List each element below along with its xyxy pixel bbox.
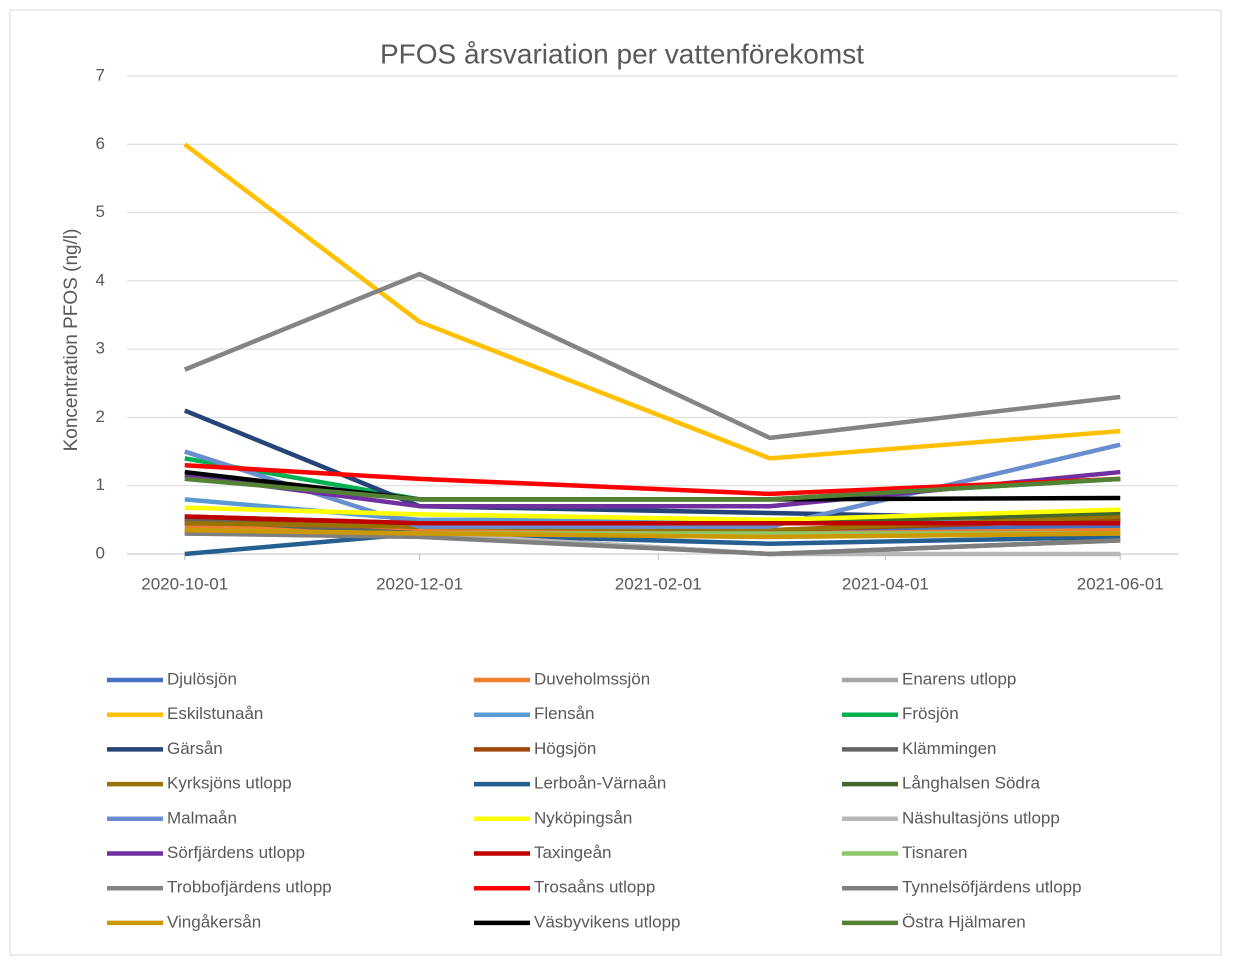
legend-label: Gärsån — [167, 739, 223, 758]
series-line — [184, 527, 1121, 540]
y-tick-label: 2 — [96, 407, 105, 426]
x-tick-label: 2020-12-01 — [376, 574, 463, 593]
legend-label: Östra Hjälmaren — [902, 912, 1026, 931]
series-line — [184, 514, 1121, 526]
legend-label: Tisnaren — [902, 843, 968, 862]
y-tick-label: 4 — [96, 270, 105, 289]
legend-label: Kyrksjöns utlopp — [167, 774, 292, 793]
legend-label: Väsbyvikens utlopp — [534, 912, 680, 931]
legend-label: Eskilstunaån — [167, 704, 263, 723]
x-tick-label: 2021-02-01 — [615, 574, 702, 593]
x-tick-label: 2021-06-01 — [1077, 574, 1164, 593]
y-tick-label: 0 — [96, 543, 105, 562]
series-line — [184, 531, 1121, 557]
legend-label: Vingåkersån — [167, 912, 261, 931]
legend-label: Duveholmssjön — [534, 669, 650, 688]
legend-label: Tynnelsöfjärdens utlopp — [902, 878, 1082, 897]
y-tick-label: 6 — [96, 134, 105, 153]
legend-label: Flensån — [534, 704, 594, 723]
series-line — [184, 476, 1121, 502]
y-tick-label: 7 — [96, 65, 105, 84]
legend-label: Djulösjön — [167, 669, 237, 688]
series-line — [184, 505, 1121, 523]
y-tick-label: 3 — [96, 339, 105, 358]
legend-label: Trosaåns utlopp — [534, 878, 655, 897]
legend-label: Näshultasjöns utlopp — [902, 808, 1060, 827]
x-tick-label: 2021-04-01 — [842, 574, 929, 593]
legend-label: Taxingeån — [534, 843, 612, 862]
y-tick-label: 5 — [96, 202, 105, 221]
legend-label: Långhalsen Södra — [902, 774, 1041, 793]
series-line — [184, 531, 1121, 557]
chart-title: PFOS årsvariation per vattenförekomst — [380, 38, 864, 69]
legend-label: Högsjön — [534, 739, 596, 758]
legend-label: Malmaån — [167, 808, 237, 827]
series-line — [183, 271, 1121, 441]
legend-label: Trobbofjärdens utlopp — [167, 878, 332, 897]
legend-label: Nyköpingsån — [534, 808, 632, 827]
legend-label: Klämmingen — [902, 739, 997, 758]
legend-label: Enarens utlopp — [902, 669, 1016, 688]
y-axis-label: Koncentration PFOS (ng/l) — [61, 229, 82, 452]
series-line — [183, 142, 1121, 461]
legend-label: Frösjön — [902, 704, 959, 723]
y-tick-label: 1 — [96, 475, 105, 494]
series-line — [184, 462, 1121, 497]
legend-label: Sörfjärdens utlopp — [167, 843, 305, 862]
legend-label: Lerboån-Värnaån — [534, 774, 666, 793]
x-tick-label: 2020-10-01 — [141, 574, 228, 593]
